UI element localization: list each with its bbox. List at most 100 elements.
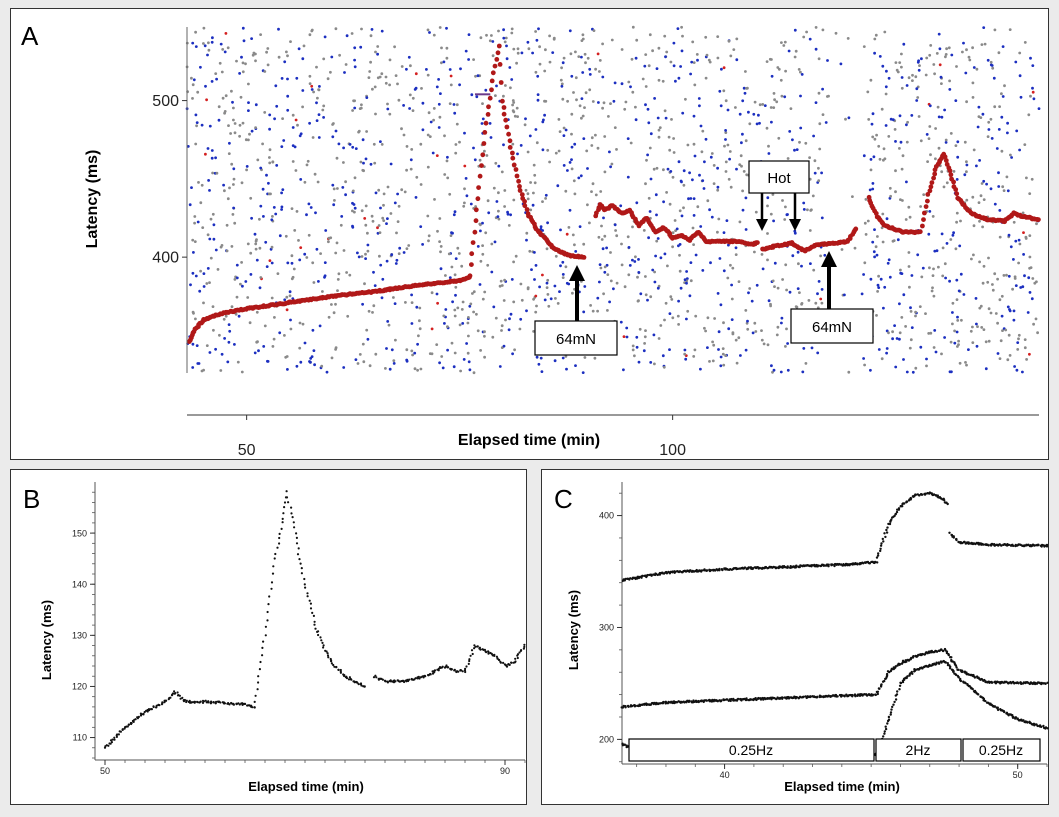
scatter-point [898, 114, 902, 118]
scatter-point [418, 319, 421, 323]
scatter-point [442, 314, 446, 318]
scatter-point [704, 76, 708, 80]
scatter-point [751, 331, 755, 335]
scatter-point [325, 370, 329, 374]
scatter-point [874, 245, 878, 249]
scatter-point [269, 192, 272, 196]
scatter-point [224, 314, 228, 318]
scatter-point [668, 312, 672, 315]
scatter-point [543, 99, 546, 103]
trace-point [501, 105, 507, 110]
scatter-point [415, 175, 419, 179]
trace-point [888, 522, 892, 526]
scatter-point [644, 329, 647, 332]
trace-point [505, 664, 508, 667]
trace-point [487, 652, 490, 655]
scatter-point [688, 171, 691, 175]
scatter-point [262, 215, 265, 218]
scatter-point [191, 97, 194, 100]
scatter-point [299, 178, 303, 181]
scatter-point [754, 330, 758, 333]
scatter-point [262, 345, 266, 348]
scatter-point [949, 238, 953, 241]
scatter-point [567, 226, 571, 229]
scatter-point [571, 233, 575, 237]
scatter-point [382, 192, 386, 196]
scatter-point [426, 165, 430, 169]
scatter-point [635, 38, 639, 42]
scatter-point [591, 182, 595, 186]
scatter-point [729, 185, 733, 189]
scatter-point [449, 234, 453, 238]
scatter-point [814, 47, 818, 51]
scatter-point [310, 355, 314, 358]
trace-point [494, 57, 500, 62]
x-tick-label: 100 [659, 442, 686, 459]
scatter-point [761, 103, 765, 106]
scatter-point [821, 87, 824, 91]
scatter-point [336, 278, 340, 281]
scatter-point [717, 217, 721, 221]
trace-point [929, 180, 935, 186]
scatter-point [586, 56, 590, 60]
scatter-point [963, 173, 967, 177]
scatter-point [543, 113, 546, 117]
scatter-point [545, 281, 549, 285]
scatter-point [783, 95, 787, 99]
scatter-point [878, 55, 882, 58]
scatter-point [382, 219, 386, 223]
scatter-point [886, 261, 890, 265]
scatter-point [483, 149, 486, 153]
trace-point [207, 700, 210, 703]
trace-point [394, 680, 397, 683]
trace-point [523, 645, 526, 648]
scatter-point [609, 165, 612, 169]
scatter-point [255, 340, 259, 344]
scatter-point [952, 170, 956, 173]
trace-point [520, 649, 523, 652]
scatter-point [227, 124, 230, 127]
scatter-point [896, 238, 900, 242]
scatter-point [334, 251, 338, 255]
scatter-point [708, 208, 711, 212]
trace-point [887, 715, 891, 719]
scatter-point [427, 234, 431, 238]
trace-point [270, 581, 274, 584]
trace-point [915, 655, 918, 658]
scatter-point [561, 260, 565, 264]
scatter-point [672, 41, 676, 45]
scatter-point [416, 368, 419, 372]
scatter-point [479, 349, 482, 352]
trace-point [504, 124, 510, 130]
scatter-point [384, 75, 388, 79]
scatter-point [366, 231, 369, 235]
scatter-point [734, 106, 737, 109]
scatter-point [800, 264, 803, 268]
scatter-point [987, 128, 991, 131]
scatter-point [559, 78, 563, 82]
scatter-point [866, 90, 870, 94]
trace-point [721, 568, 724, 572]
trace-point [476, 645, 479, 648]
scatter-point [873, 37, 877, 41]
scatter-point [943, 108, 946, 112]
scatter-point [623, 285, 627, 289]
trace-point [921, 217, 926, 223]
trace-point [943, 499, 946, 502]
scatter-point [298, 258, 302, 262]
scatter-point [311, 328, 315, 332]
scatter-point [721, 347, 725, 350]
trace-point [278, 542, 281, 545]
scatter-point [359, 160, 363, 164]
scatter-point [1037, 107, 1041, 110]
trace-point [910, 670, 913, 674]
scatter-point [784, 263, 788, 267]
scatter-point [606, 273, 610, 276]
scatter-point [925, 133, 929, 136]
scatter-point [556, 302, 560, 305]
scatter-point [472, 290, 476, 294]
scatter-point [307, 202, 311, 206]
scatter-point [997, 128, 1001, 131]
scatter-point [1008, 308, 1011, 311]
trace-point [522, 203, 528, 209]
